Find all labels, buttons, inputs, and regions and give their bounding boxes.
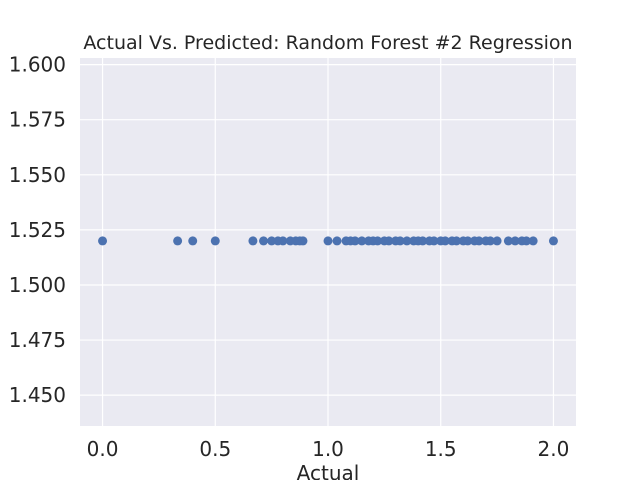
y-tick-label: 1.475 [9,328,66,352]
y-tick-label: 1.500 [9,273,66,297]
data-point [463,236,473,246]
x-tick-label: 1.0 [312,437,344,461]
x-tick-label: 0.5 [199,437,231,461]
x-tick-label: 2.0 [538,437,570,461]
data-point [248,236,258,246]
data-points [98,236,558,246]
data-point [173,236,183,246]
chart-title: Actual Vs. Predicted: Random Forest #2 R… [83,32,572,54]
data-point [332,236,342,246]
data-point [429,236,439,246]
data-point [510,236,520,246]
data-point [98,236,108,246]
data-point [503,236,513,246]
data-point [357,236,367,246]
data-point [259,236,269,246]
x-axis-label: Actual [297,461,360,480]
data-point [474,236,484,246]
x-tick-labels: 0.0 0.5 1.0 1.5 2.0 [87,437,570,461]
data-point [528,236,538,246]
y-tick-label: 1.550 [9,163,66,187]
data-point [485,236,495,246]
data-point [373,236,383,246]
x-tick-label: 1.5 [425,437,457,461]
data-point [452,236,462,246]
data-point [492,236,502,246]
data-point [350,236,360,246]
data-point [384,236,394,246]
y-tick-label: 1.450 [9,383,66,407]
data-point [418,236,428,246]
data-point [267,236,277,246]
data-point [521,236,531,246]
data-point [323,236,333,246]
data-point [402,236,412,246]
x-tick-label: 0.0 [87,437,119,461]
data-point [188,236,198,246]
y-tick-label: 1.525 [9,218,66,242]
data-point [298,236,308,246]
y-tick-label: 1.575 [9,108,66,132]
y-tick-labels: 1.450 1.475 1.500 1.525 1.550 1.575 1.600 [9,53,66,408]
y-tick-label: 1.600 [9,53,66,77]
data-point [548,236,558,246]
data-point [395,236,405,246]
data-point [278,236,288,246]
data-point [210,236,220,246]
data-point [440,236,450,246]
